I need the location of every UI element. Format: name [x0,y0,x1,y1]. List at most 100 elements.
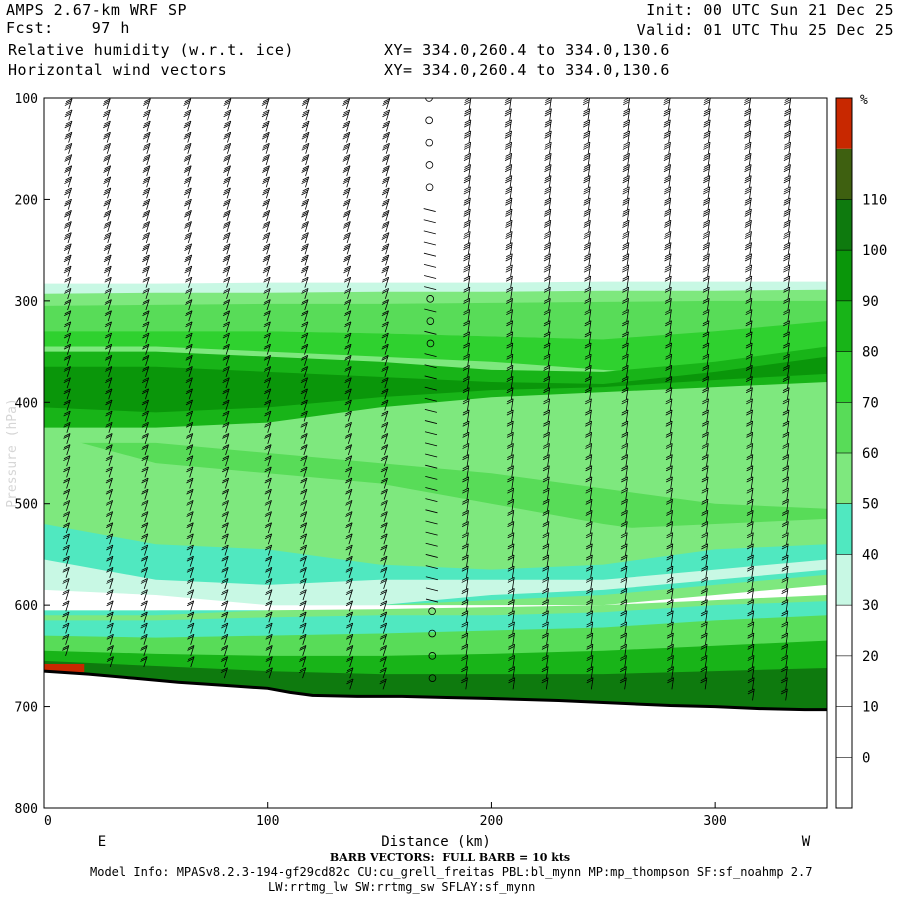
barb-flag [105,410,113,415]
calm-wind-marker [425,183,434,192]
barb-flag [781,688,788,693]
barb-shaft [706,465,709,478]
wind-barb [585,565,593,578]
barb-shaft [749,220,752,232]
wind-barb [221,466,230,478]
barb-flag [141,401,149,406]
barb-shaft [751,599,755,612]
wind-barb [542,543,550,556]
barb-flag [222,356,229,361]
barb-shaft [749,186,752,199]
barb-flag [221,645,228,649]
barb-flag [186,602,194,607]
wind-barb [380,500,388,511]
barb-flag [585,567,593,572]
barb-shaft [305,132,310,143]
barb-flag [783,246,790,251]
barb-shaft [671,610,674,623]
barb-flag [745,244,752,249]
barb-shaft [347,422,352,433]
barb-flag [345,455,352,460]
wind-barb [381,221,390,233]
barb-flag [542,445,550,449]
barb-flag [345,421,352,426]
barb-flag [785,86,791,89]
barb-flag [65,122,72,127]
barb-flag [381,345,388,350]
barb-flag [703,123,710,128]
barb-shaft [465,633,469,645]
barb-flag [623,110,630,115]
wind-barb [264,455,272,467]
barb-flag [380,501,387,506]
barb-flag [585,512,592,516]
barb-flag [142,455,149,460]
wind-barb [620,543,628,556]
barb-flag [783,342,790,347]
wind-barb [223,165,231,177]
barb-flag [704,86,710,89]
wind-barb [305,98,307,99]
barb-flag [104,289,111,294]
wind-barb [507,588,515,601]
wind-barb [346,645,354,656]
wind-barb [744,231,752,244]
barb-flag [140,546,148,551]
barb-flag [664,197,671,202]
barb-flag [381,488,388,493]
barb-flag [262,158,269,162]
wind-barb [222,265,231,277]
barb-flag [221,602,228,607]
wind-barb [344,410,352,422]
barb-shaft [146,143,151,154]
barb-flag [623,91,629,94]
barb-shaft [224,533,229,545]
wind-barb [782,398,790,411]
barb-flag [585,487,593,492]
barb-shaft [187,232,192,244]
barb-shaft [589,398,592,411]
barb-flag [381,522,388,527]
barb-shaft [786,543,789,556]
barb-flag [184,120,192,125]
wind-barb [62,555,70,567]
barb-flag [223,180,230,185]
barb-flag [462,389,470,394]
wind-barb [381,187,390,199]
barb-flag [586,623,593,628]
barb-shaft [66,477,71,489]
barb-flag [262,269,270,274]
barb-flag [542,512,549,516]
barb-flag [265,455,272,460]
barb-shaft [265,98,270,110]
wind-barb [621,342,629,355]
barb-flag [666,545,673,550]
barb-shaft [590,566,593,578]
barb-flag [143,221,150,225]
barb-flag [107,622,114,627]
barb-shaft [785,588,789,601]
barb-flag [223,377,230,382]
barb-flag [223,355,230,359]
barb-flag [704,108,711,113]
barb-flag [382,209,390,214]
wind-barb [620,632,628,645]
barb-shaft [587,98,589,99]
barb-flag [142,236,149,240]
barb-flag [263,165,270,170]
barb-flag [65,111,72,116]
barb-flag [505,208,513,213]
barb-flag [700,643,708,648]
barb-shaft [785,599,789,612]
barb-flag [224,122,231,127]
barb-shaft [302,589,307,601]
wind-barb [184,254,193,266]
barb-flag [584,277,591,282]
barb-flag [301,276,309,281]
barb-shaft [509,164,513,177]
barb-flag [620,576,628,581]
wind-barb [542,565,550,578]
barb-flag [344,221,351,225]
barb-flag [783,300,790,304]
barb-flag [746,431,753,436]
